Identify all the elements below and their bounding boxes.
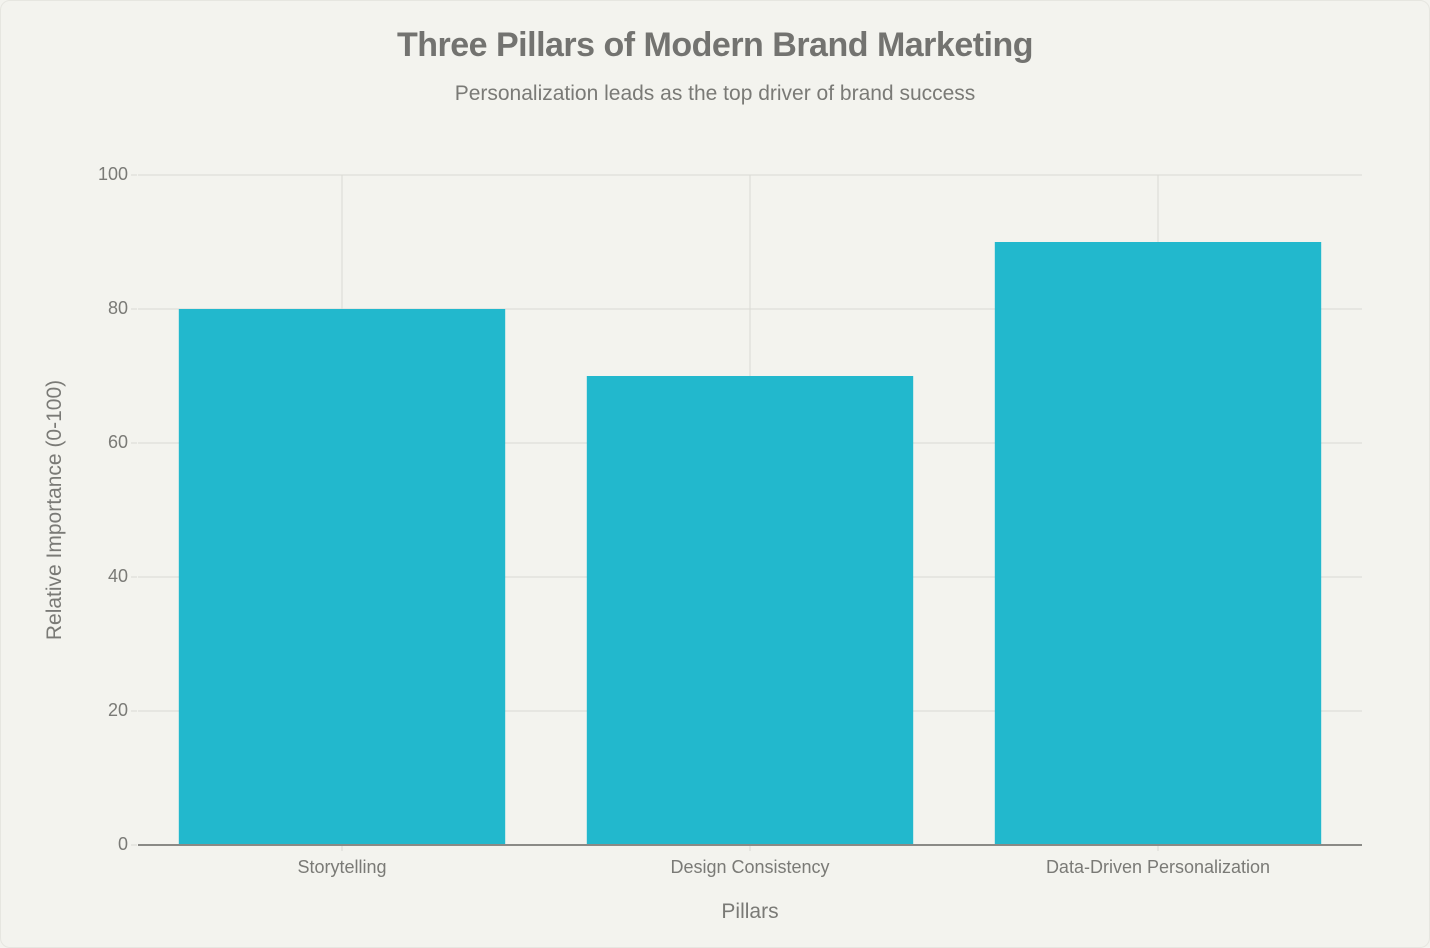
x-category-label: Design Consistency <box>670 857 830 877</box>
bar-data-driven-personalization <box>994 242 1322 845</box>
y-tick-label: 100 <box>97 164 128 184</box>
y-tick-label: 20 <box>107 700 128 720</box>
bars <box>178 242 1322 845</box>
y-tick-label: 80 <box>107 298 128 318</box>
bar-storytelling <box>178 309 506 845</box>
x-category-label: Data-Driven Personalization <box>1045 857 1271 877</box>
y-axis-label: Relative Importance (0-100) <box>43 379 66 641</box>
chart-subtitle: Personalization leads as the top driver … <box>454 82 976 105</box>
chart-title: Three Pillars of Modern Brand Marketing <box>396 26 1034 64</box>
y-tick-label: 60 <box>107 432 128 452</box>
bar-design-consistency <box>586 376 914 845</box>
x-axis-label: Pillars <box>721 900 779 923</box>
y-tick-label: 0 <box>117 834 128 854</box>
y-tick-label: 40 <box>107 566 128 586</box>
x-category-label: Storytelling <box>297 857 387 877</box>
